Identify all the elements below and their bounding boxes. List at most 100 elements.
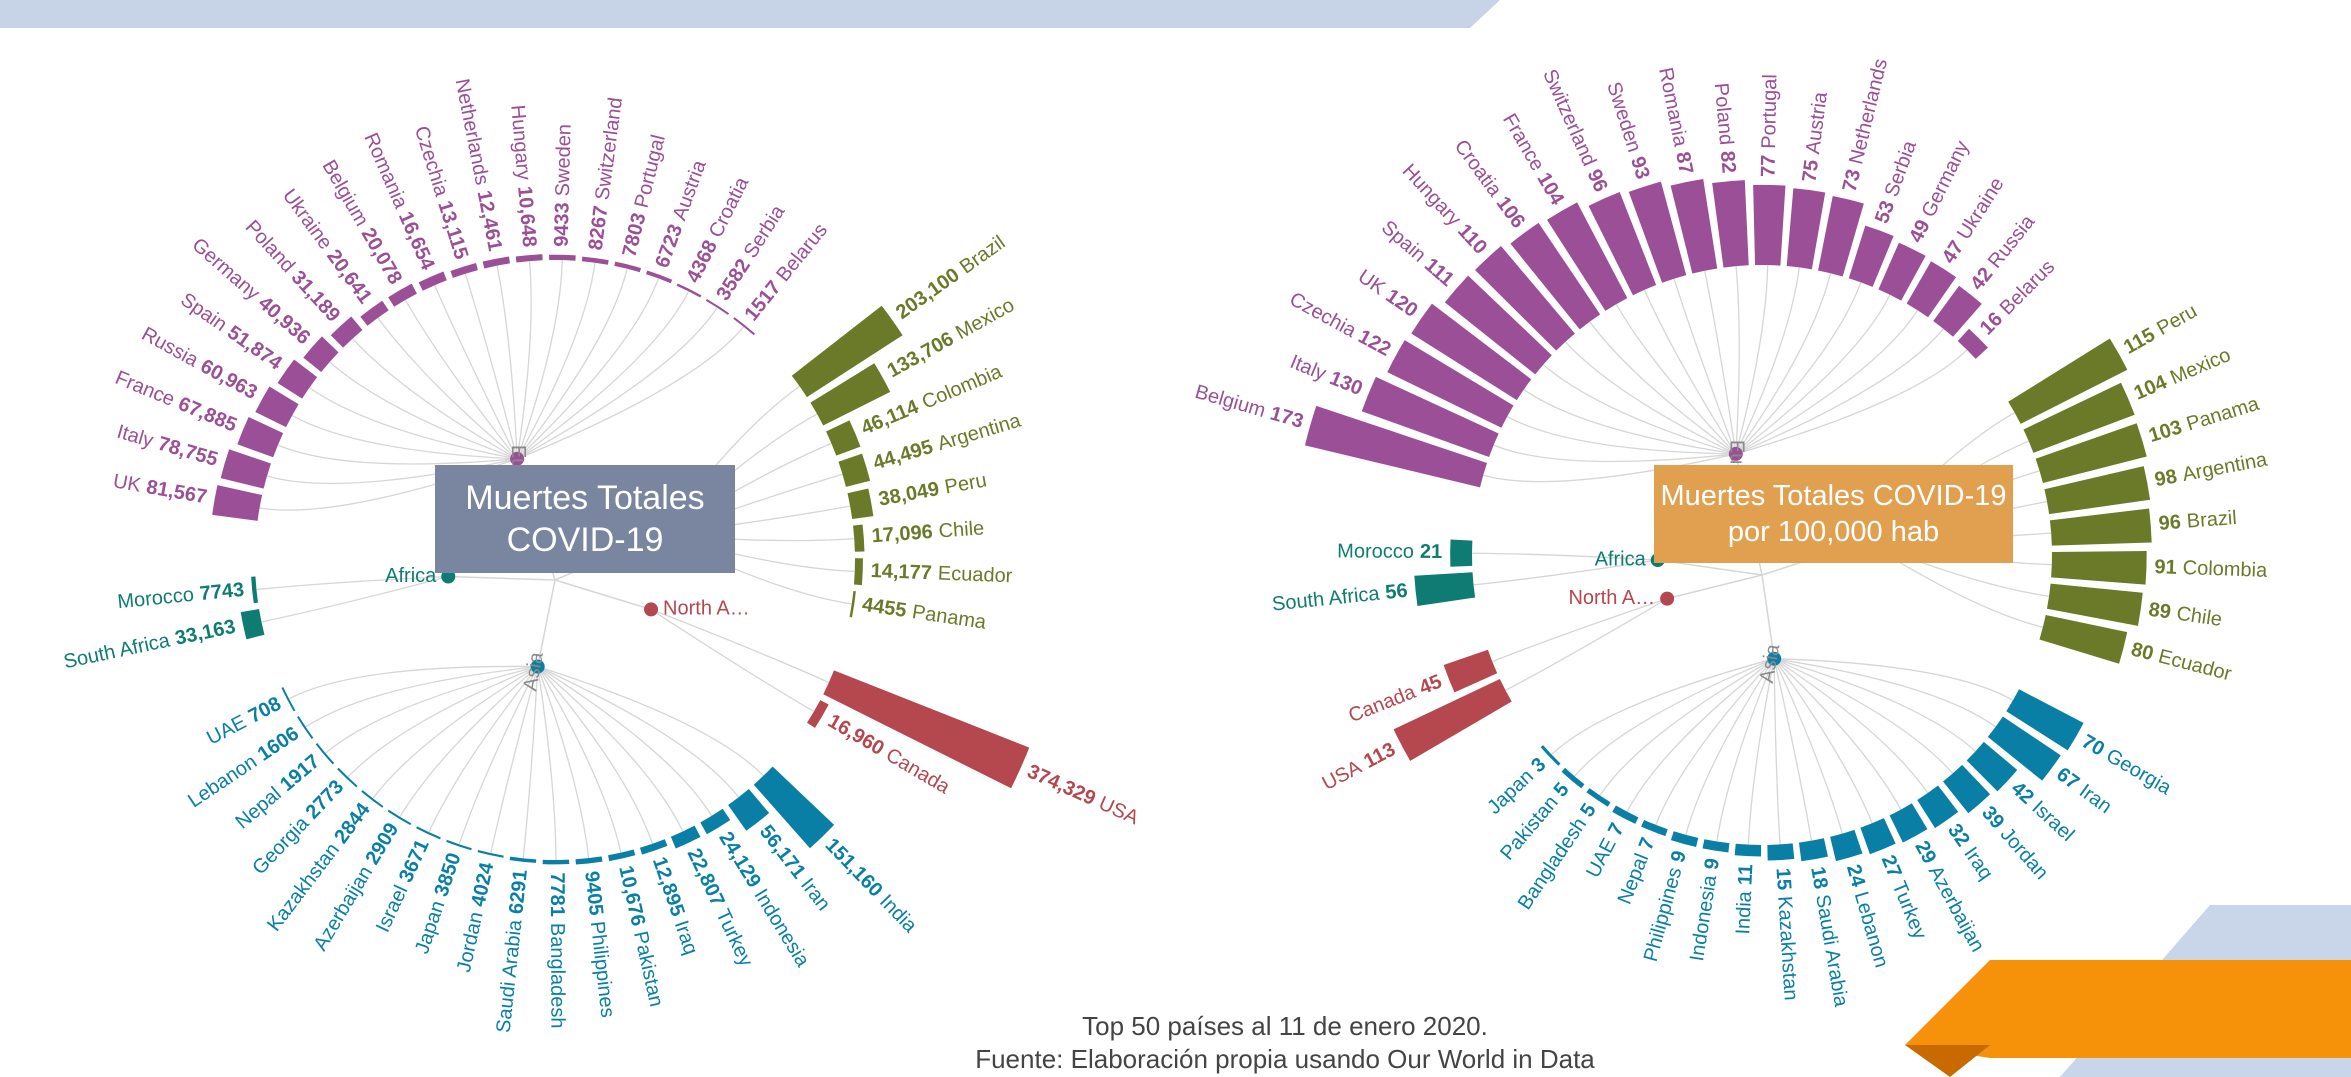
bar-label: 80Ecuador (2129, 639, 2234, 686)
country-label: Austria (1802, 90, 1832, 155)
country-label: Spain (1377, 217, 1430, 267)
country-label: France (1498, 110, 1548, 175)
country-label: Austria (669, 157, 711, 224)
node-link (1735, 294, 1891, 455)
bar-label: 374,329USA (1024, 761, 1143, 830)
value-label: 2773 (302, 776, 349, 823)
country-label: Iran (796, 874, 834, 915)
node-link (434, 284, 518, 460)
value-label: 42 (2007, 778, 2038, 809)
value-label: 75 (1799, 159, 1824, 184)
value-label: 115 (2120, 324, 2159, 359)
value-label: 6723 (652, 222, 688, 271)
country-label: Croatia (705, 173, 754, 241)
bar (1860, 818, 1896, 855)
country-label: Jordan (453, 910, 488, 974)
bar (1753, 184, 1786, 266)
node-link (1626, 658, 1775, 812)
node-link (325, 665, 538, 754)
value-label: 122 (1354, 326, 1394, 361)
bar-label: Morocco 7743 (116, 579, 245, 613)
bar-label: South Africa 56 (1271, 580, 1409, 616)
bar (1450, 539, 1473, 567)
chart-title: Muertes Totales COVID-19 (465, 478, 705, 560)
node-link (377, 317, 518, 460)
country-label: UAE (1582, 835, 1621, 882)
bar (676, 283, 702, 298)
country-label: Mexico (2167, 344, 2234, 389)
bar (1586, 788, 1611, 807)
value-label: 13,115 (433, 198, 472, 262)
bar (1734, 843, 1762, 857)
value-label: 49 (1905, 217, 1935, 247)
country-label: Poland (240, 216, 298, 277)
bar (446, 839, 472, 851)
value-label: 7743 (199, 579, 245, 605)
bar-label: Poland 82 (1709, 82, 1739, 174)
country-label: Netherlands (450, 77, 492, 187)
bar (810, 363, 891, 426)
value-label: 93 (1626, 154, 1654, 182)
bar (387, 809, 412, 826)
node-link (1773, 658, 1813, 841)
bar (1546, 202, 1628, 311)
value-label: 708 (245, 693, 285, 728)
node-link (516, 268, 628, 460)
value-label: 81,567 (145, 476, 209, 508)
hub-link (1761, 574, 1775, 659)
bar (728, 788, 770, 831)
value-label: 203,100 (892, 264, 964, 324)
node-link (516, 326, 745, 460)
country-label: Ukraine (278, 185, 336, 254)
value-label: 24 (1842, 862, 1870, 890)
value-label: 4368 (683, 237, 723, 287)
node-link (516, 278, 660, 460)
value-label: 80 (2129, 639, 2156, 666)
value-label: 82 (1715, 150, 1739, 174)
node-link (1773, 658, 1929, 794)
bar-label: UK120 (1354, 266, 1422, 322)
value-label: 70 (2078, 731, 2108, 761)
bar-label: 103Panama (2146, 393, 2262, 447)
node-link (1773, 658, 1873, 824)
bar (853, 524, 865, 552)
node-link (277, 444, 518, 465)
value-label: 39 (1977, 802, 2008, 833)
node-link (347, 666, 538, 778)
value-label: 27 (1876, 852, 1905, 881)
bar (2049, 508, 2152, 546)
node-link (537, 666, 740, 798)
node-link (1551, 658, 1775, 756)
node-link (309, 387, 518, 460)
value-label: 73 (1839, 167, 1866, 194)
bar (515, 254, 543, 263)
node-link (537, 666, 622, 853)
country-label: Switzerland (592, 96, 628, 201)
country-label: Saudi Arabia (493, 918, 527, 1034)
chart-subtitle: por 100,000 hab (1727, 516, 1940, 548)
country-label: Czechia (1286, 288, 1361, 342)
bar (1540, 745, 1561, 766)
country-label: South Africa (62, 630, 173, 674)
value-label: 15 (1771, 867, 1794, 891)
charts: UK 81,567Italy78,755France67,885Russia60,… (62, 57, 2270, 1034)
country-label: Ecuador (2156, 646, 2234, 686)
value-label: 29 (1910, 837, 1940, 867)
value-label: 17,096 (871, 521, 934, 547)
bar-label: Italy130 (1287, 351, 1366, 400)
node-link (1774, 658, 1996, 728)
bar-label: Italy78,755 (114, 421, 220, 471)
country-label: Argentina (935, 410, 1024, 456)
node-link (516, 260, 563, 460)
bar (1798, 838, 1828, 862)
bar-label: 104Mexico (2131, 344, 2234, 405)
value-label: 2909 (362, 819, 404, 868)
bar (2008, 338, 2128, 424)
country-label: Panama (2184, 393, 2263, 436)
country-label: Morocco (116, 584, 194, 613)
node-link (352, 338, 518, 460)
title-holder: Muertes Totales COVID-19 (465, 478, 705, 560)
bar (733, 317, 755, 336)
